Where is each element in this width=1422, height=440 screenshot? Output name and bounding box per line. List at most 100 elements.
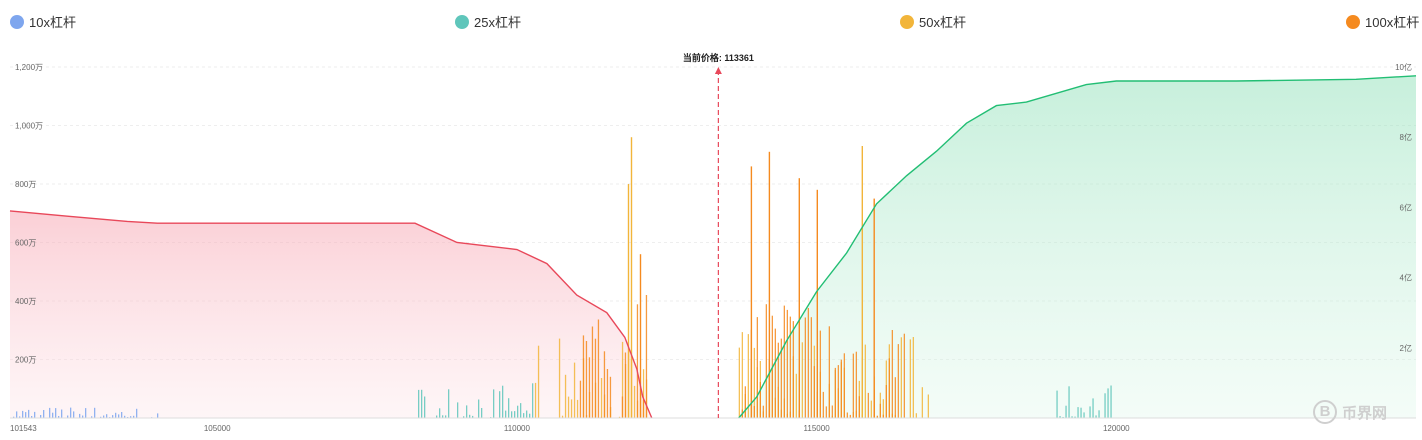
legend-dot-icon xyxy=(455,14,469,29)
bar xyxy=(852,353,854,418)
bar xyxy=(744,386,746,418)
bar xyxy=(888,358,890,418)
legend-item[interactable]: 25x杠杆 xyxy=(455,12,521,31)
bar xyxy=(759,382,761,418)
bar xyxy=(810,317,812,418)
bar xyxy=(870,400,872,418)
bar xyxy=(511,411,513,418)
bar xyxy=(558,338,561,418)
legend-label: 10x杠杆 xyxy=(29,15,76,30)
bar xyxy=(777,342,779,418)
bar xyxy=(130,416,132,418)
bar xyxy=(124,415,126,418)
bar-peak xyxy=(816,189,818,418)
bar-peak xyxy=(768,151,771,419)
bar xyxy=(912,337,914,418)
bar xyxy=(609,376,612,418)
bar xyxy=(517,405,519,418)
bar xyxy=(783,305,785,418)
bar xyxy=(1077,407,1079,418)
bar xyxy=(876,415,878,418)
y-left-tick-label: 600万 xyxy=(15,239,36,248)
bar-peak xyxy=(798,178,800,418)
bar xyxy=(807,308,809,418)
bar xyxy=(570,399,573,418)
bar xyxy=(418,389,420,418)
current-price-marker: 当前价格: 113361 xyxy=(683,52,754,418)
bar xyxy=(31,416,33,418)
bar xyxy=(633,385,636,418)
y-right-tick-label: 10亿 xyxy=(1395,62,1412,72)
y-right-tick-label: 4亿 xyxy=(1400,273,1412,283)
bar xyxy=(1071,416,1073,418)
bar xyxy=(573,362,576,418)
bar xyxy=(1104,393,1106,418)
bar xyxy=(505,410,507,418)
bar xyxy=(792,321,794,418)
y-left-tick-label: 1,000万 xyxy=(15,122,43,131)
bar xyxy=(514,411,516,418)
bar xyxy=(463,416,465,418)
bar xyxy=(606,369,609,418)
bar xyxy=(70,407,72,418)
bar xyxy=(1083,412,1085,418)
bar xyxy=(82,415,84,418)
bar xyxy=(136,408,138,418)
bar xyxy=(472,415,474,418)
x-tick-label: 105000 xyxy=(204,424,231,433)
bar xyxy=(621,341,624,418)
bar xyxy=(885,385,887,418)
bar xyxy=(642,399,645,418)
y-right-tick-label: 2亿 xyxy=(1400,343,1412,353)
legend-item[interactable]: 50x杠杆 xyxy=(900,12,966,31)
bar xyxy=(645,295,648,418)
bar xyxy=(121,412,123,418)
bar xyxy=(642,369,645,418)
legend-label: 100x杠杆 xyxy=(1365,15,1420,30)
bar xyxy=(100,416,102,418)
bar xyxy=(822,391,824,418)
bar xyxy=(22,410,24,418)
bar xyxy=(118,414,120,418)
bar xyxy=(618,416,621,418)
y-right-tick-label: 8亿 xyxy=(1400,132,1412,142)
bar xyxy=(846,412,848,418)
bar xyxy=(582,335,585,418)
bars xyxy=(13,137,1112,419)
bar-peak xyxy=(630,137,633,418)
bar xyxy=(594,338,597,418)
y-left-tick-label: 400万 xyxy=(15,297,36,306)
bar xyxy=(1089,406,1091,418)
axes: 200万 400万 600万 800万 1,000万 1,200万 2亿 4亿 6亿 8亿 10亿 1… xyxy=(10,62,1416,433)
bar xyxy=(502,385,504,418)
bar xyxy=(789,316,791,418)
bar xyxy=(94,407,96,418)
bar-peak xyxy=(861,146,863,418)
bar xyxy=(567,396,570,418)
bar xyxy=(1059,416,1061,418)
bar xyxy=(909,339,911,418)
legend-dot-icon xyxy=(10,14,24,29)
bar xyxy=(834,367,836,418)
bar-peak xyxy=(639,254,642,418)
legend-dot-icon xyxy=(900,14,914,29)
long-cumulative-area xyxy=(738,75,1416,419)
bar xyxy=(1068,386,1070,418)
legend-item[interactable]: 100x杠杆 xyxy=(1346,12,1419,31)
bar xyxy=(1110,385,1112,418)
bar xyxy=(828,326,830,418)
y-right-tick-label: 6亿 xyxy=(1400,202,1412,212)
bar xyxy=(855,351,857,418)
bar xyxy=(1095,415,1097,418)
watermark-logo-icon xyxy=(1313,400,1337,424)
bar xyxy=(537,345,540,418)
legend-item[interactable]: 10x杠杆 xyxy=(10,12,76,31)
bar xyxy=(927,394,929,418)
bar xyxy=(532,383,534,418)
bar xyxy=(55,408,57,418)
bar xyxy=(900,337,902,418)
bar xyxy=(439,408,441,418)
bar xyxy=(73,411,75,418)
bar xyxy=(591,326,594,418)
